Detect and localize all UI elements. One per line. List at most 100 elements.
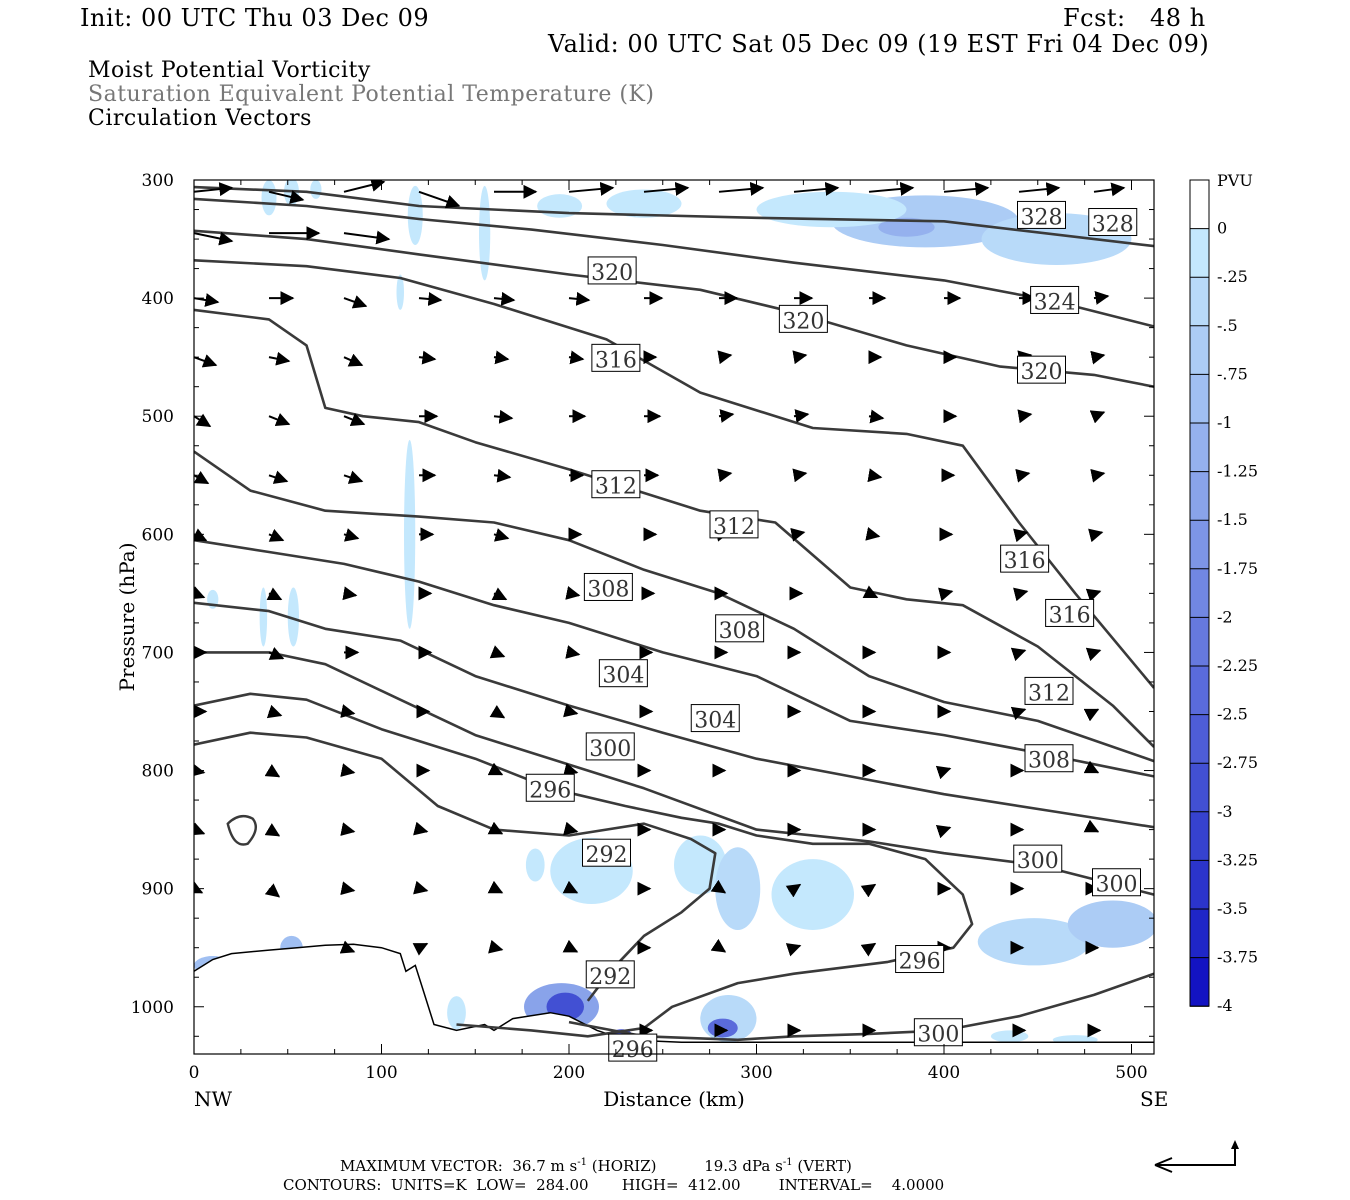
theta-es-contour-300 [568, 972, 1154, 1042]
circulation-vector [717, 468, 733, 483]
contour-label-316: 316 [591, 343, 641, 373]
x-tick-label: 300 [740, 1063, 772, 1083]
colorbar-swatch [1190, 520, 1209, 569]
y-tick-label: 300 [142, 171, 174, 191]
circulation-vector [568, 350, 585, 365]
x-tick-label: 0 [189, 1063, 200, 1083]
contour-label-308: 308 [583, 572, 633, 602]
colorbar-swatch [1190, 180, 1209, 229]
circulation-vector [792, 350, 808, 365]
circulation-vector [1093, 290, 1110, 305]
forecast-hour: Fcst: 48 h [1063, 4, 1206, 32]
circulation-vector [785, 883, 802, 898]
colorbar-swatch [1190, 568, 1209, 618]
theta-es-contour-304 [194, 538, 1154, 778]
contour-label-text: 296 [529, 778, 571, 803]
contour-label-312: 312 [591, 470, 641, 500]
y-tick-label: 1000 [131, 998, 174, 1018]
theta-es-contour-312 [194, 308, 1154, 748]
colorbar-tick-label: -.25 [1217, 267, 1248, 286]
circulation-vector [562, 939, 579, 953]
colorbar-tick-label: -1 [1217, 413, 1233, 432]
contour-label-300: 300 [1013, 844, 1063, 874]
circulation-vector [493, 350, 510, 365]
colorbar-swatch [1190, 714, 1209, 764]
horiz-vector-exponent: -1 [577, 1157, 587, 1168]
vert-vector-value: 19.3 dPa s [704, 1157, 783, 1175]
contour-label-text: 312 [1028, 681, 1070, 706]
pv-region [396, 274, 404, 310]
contour-label-text: 292 [589, 965, 631, 990]
contour-label-box [690, 704, 740, 733]
horiz-vector-value: 36.7 m s [512, 1157, 578, 1175]
contour-label-box [1024, 676, 1074, 705]
contour-label-box [525, 773, 575, 802]
circulation-vector [418, 291, 443, 306]
circulation-vector [1083, 708, 1100, 722]
pv-region [771, 859, 854, 930]
colorbar-tick-label: -4 [1217, 996, 1233, 1015]
colorbar-swatch [1190, 763, 1209, 812]
contour-label-text: 324 [1034, 290, 1076, 315]
contour-label-324: 324 [1030, 285, 1080, 315]
field-title-vectors: Circulation Vectors [88, 106, 312, 131]
colorbar-swatch [1190, 909, 1209, 958]
circulation-vector [343, 528, 360, 542]
circulation-vector [493, 409, 514, 424]
contour-label-296: 296 [895, 945, 945, 975]
circulation-vector [493, 528, 510, 542]
pv-region [525, 848, 545, 882]
contour-info-line: CONTOURS: UNITS=K LOW= 284.00 HIGH= 412.… [283, 1176, 945, 1194]
circulation-vector [868, 409, 885, 424]
pv-region [878, 217, 935, 237]
contour-label-box [778, 304, 828, 333]
pv-region [707, 1018, 738, 1038]
x-tick-label: 100 [365, 1063, 397, 1083]
contour-label-text: 316 [1004, 549, 1046, 574]
contour-label-text: 316 [1049, 603, 1091, 628]
x-axis-label: Distance (km) [603, 1087, 745, 1111]
terrain-surface-line [194, 943, 1154, 1043]
circulation-vector [943, 181, 990, 196]
colorbar-tick-label: -2.5 [1217, 705, 1248, 724]
circulation-vector [489, 645, 506, 659]
y-tick-label: 700 [142, 643, 174, 663]
contour-label-312: 312 [709, 510, 759, 540]
contour-label-320: 320 [1017, 355, 1066, 385]
colorbar-swatch [1190, 811, 1209, 861]
pv-region [287, 587, 299, 647]
circulation-vector [785, 943, 802, 957]
circulation-vector [717, 350, 733, 365]
pv-region [756, 191, 907, 228]
terrain-fill [194, 944, 1154, 1054]
contour-label-320: 320 [778, 304, 828, 334]
circulation-vector [1018, 182, 1061, 197]
colorbar-tick-label: -2.75 [1217, 753, 1258, 772]
circulation-vector [413, 821, 429, 836]
circulation-vector [493, 468, 512, 483]
circulation-vector [340, 763, 356, 777]
contour-label-box [587, 256, 637, 285]
circulation-vector [938, 587, 954, 602]
circulation-vector [194, 293, 220, 307]
field-title-mpv: Moist Potential Vorticity [88, 58, 371, 83]
circulation-vector [268, 647, 285, 660]
colorbar-tick-label: -3 [1217, 802, 1233, 821]
contour-label-296: 296 [525, 773, 575, 803]
circulation-vector [793, 409, 810, 423]
circulation-vector [264, 823, 281, 837]
circulation-vector [793, 181, 840, 196]
circulation-vector [268, 190, 305, 204]
circulation-vector [343, 353, 364, 367]
field-title-theta-es: Saturation Equivalent Potential Temperat… [88, 82, 655, 107]
circulation-vector [865, 526, 881, 541]
contour-label-text: 308 [719, 619, 761, 644]
circulation-vector [565, 645, 581, 659]
circulation-vector [418, 190, 461, 209]
circulation-vector [487, 762, 504, 776]
circulation-vector [342, 586, 358, 601]
circulation-vector [489, 705, 506, 719]
contour-label-box [1045, 598, 1095, 627]
circulation-vector [343, 180, 386, 193]
colorbar-swatch [1190, 617, 1209, 666]
